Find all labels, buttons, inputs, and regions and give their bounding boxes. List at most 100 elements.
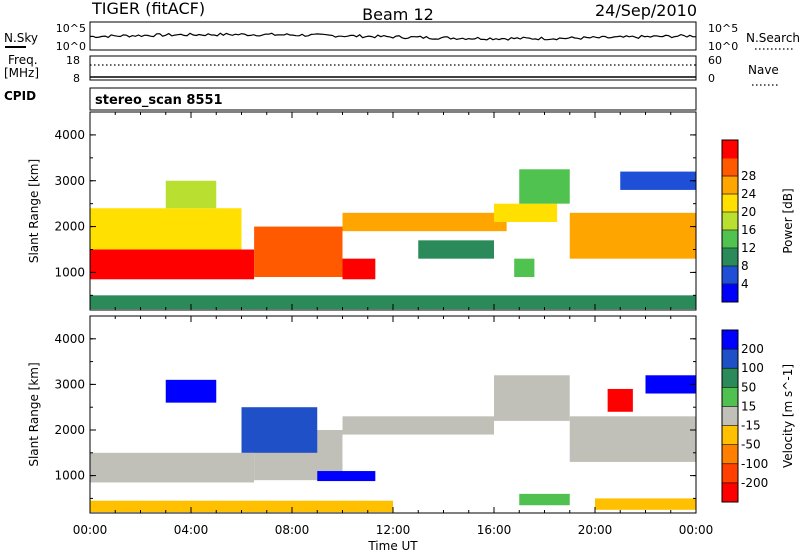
- colorbar-tick-label: 15: [741, 399, 756, 413]
- data-region: [418, 240, 494, 259]
- data-region: [165, 180, 217, 209]
- colorbar-tick-label: 24: [741, 187, 756, 201]
- y-tick-label: 3000: [54, 377, 85, 391]
- nsky-trace: [89, 32, 697, 41]
- colorbar-tick-label: 16: [741, 223, 756, 237]
- y-tick-label: 1000: [54, 469, 85, 483]
- freq-tick-bottom: 8: [73, 72, 80, 85]
- colorbar-segment: [722, 368, 738, 388]
- nsearch-tick-top: 10^5: [708, 22, 738, 35]
- y-tick-label: 2000: [54, 423, 85, 437]
- nave-tick-top: 60: [708, 54, 722, 67]
- data-region: [519, 169, 570, 204]
- colorbar-segment: [722, 194, 738, 213]
- freq-tick-top: 18: [66, 54, 80, 67]
- plot-frame: [89, 315, 697, 514]
- data-region: [595, 498, 696, 510]
- data-region: [645, 375, 696, 394]
- data-region: [90, 452, 255, 483]
- colorbar-segment: [722, 444, 738, 465]
- x-tick-label: 16:00: [477, 523, 512, 537]
- beam-title: Beam 12: [362, 5, 434, 24]
- nave-tick-bottom: 0: [708, 72, 715, 85]
- x-tick-label: 08:00: [275, 523, 310, 537]
- power-heatmap: 1000 2000 3000 4000 Slant Range [km] 4 8 12 16 20…: [27, 111, 795, 311]
- data-region: [620, 171, 696, 190]
- data-region: [514, 258, 535, 277]
- colorbar-tick-label: 20: [741, 205, 756, 219]
- data-region: [607, 388, 633, 412]
- y-tick-label: 1000: [54, 265, 85, 279]
- cpid-value: stereo_scan 8551: [95, 93, 223, 108]
- colorbar-tick-label: 28: [741, 169, 756, 183]
- colorbar-segment: [722, 387, 738, 407]
- colorbar-segment: [722, 284, 738, 303]
- y-tick-label: 4000: [54, 332, 85, 346]
- data-region: [90, 295, 696, 310]
- station-title: TIGER (fitACF): [91, 0, 205, 18]
- data-region: [90, 500, 393, 513]
- colorbar-segment: [722, 248, 738, 267]
- colorbar-segment: [722, 330, 738, 350]
- nsky-tick-top: 10^5: [56, 22, 86, 35]
- x-tick-label: 04:00: [174, 523, 209, 537]
- data-region: [241, 407, 318, 453]
- data-region: [494, 375, 570, 421]
- colorbar-label: Velocity [m s^-1]: [781, 364, 795, 468]
- nsearch-label: N.Search: [746, 31, 800, 45]
- colorbar-frame: [721, 329, 739, 503]
- colorbar-segment: [722, 212, 738, 231]
- colorbar-tick-label: 4: [741, 277, 749, 291]
- data-region: [342, 258, 376, 280]
- nave-label: Nave: [748, 63, 779, 77]
- data-region: [569, 212, 696, 259]
- colorbar-segment: [722, 176, 738, 195]
- y-tick-label: 2000: [54, 220, 85, 234]
- colorbar-tick-label: -200: [741, 476, 768, 490]
- colorbar-tick-label: 100: [741, 361, 764, 375]
- colorbar-segment: [722, 266, 738, 285]
- x-tick-label: 00:00: [679, 523, 714, 537]
- colorbar-tick-label: -15: [741, 419, 761, 433]
- colorbar-frame: [721, 139, 739, 303]
- cpid-panel: [89, 87, 697, 111]
- colorbar-segment: [722, 463, 738, 484]
- data-region: [165, 379, 217, 403]
- colorbar-segment: [722, 140, 738, 159]
- data-region: [519, 493, 570, 506]
- nsky-label: N.Sky: [4, 31, 38, 45]
- colorbar-segment: [722, 482, 738, 503]
- data-region: [317, 471, 376, 482]
- x-axis-label: Time UT: [367, 539, 418, 553]
- x-tick-label: 20:00: [578, 523, 613, 537]
- x-tick-label: 00:00: [73, 523, 108, 537]
- data-region: [90, 249, 255, 280]
- nsearch-tick-bottom: 10^0: [708, 40, 738, 53]
- velocity-heatmap: 1000 2000 3000 4000 Slant Range [km] 200 100 50…: [27, 315, 795, 514]
- x-tick-label: 12:00: [376, 523, 411, 537]
- y-axis-label: Slant Range [km]: [27, 159, 41, 263]
- cpid-label: CPID: [4, 89, 36, 103]
- colorbar-segment: [722, 406, 738, 427]
- nsky-tick-bottom: 10^0: [56, 40, 86, 53]
- colorbar-tick-label: 8: [741, 259, 749, 273]
- nsky-line: [89, 32, 697, 41]
- data-region: [254, 226, 343, 277]
- y-tick-label: 3000: [54, 174, 85, 188]
- data-region: [569, 416, 696, 462]
- freq-panel: [89, 55, 697, 81]
- data-region: [90, 208, 242, 250]
- freq-label: Freq.: [8, 53, 38, 67]
- colorbar-segment: [722, 425, 738, 446]
- colorbar-segment: [722, 349, 738, 369]
- date-title: 24/Sep/2010: [595, 1, 697, 20]
- colorbar-tick-label: 12: [741, 241, 756, 255]
- freq-unit: [MHz]: [4, 66, 39, 80]
- y-tick-label: 4000: [54, 128, 85, 142]
- data-region: [342, 416, 494, 435]
- data-region: [342, 212, 507, 232]
- colorbar-tick-label: 50: [741, 380, 756, 394]
- x-axis: 00:00 04:00 08:00 12:00 16:00 20:00 00:00: [73, 523, 714, 537]
- colorbar-label: Power [dB]: [781, 188, 795, 253]
